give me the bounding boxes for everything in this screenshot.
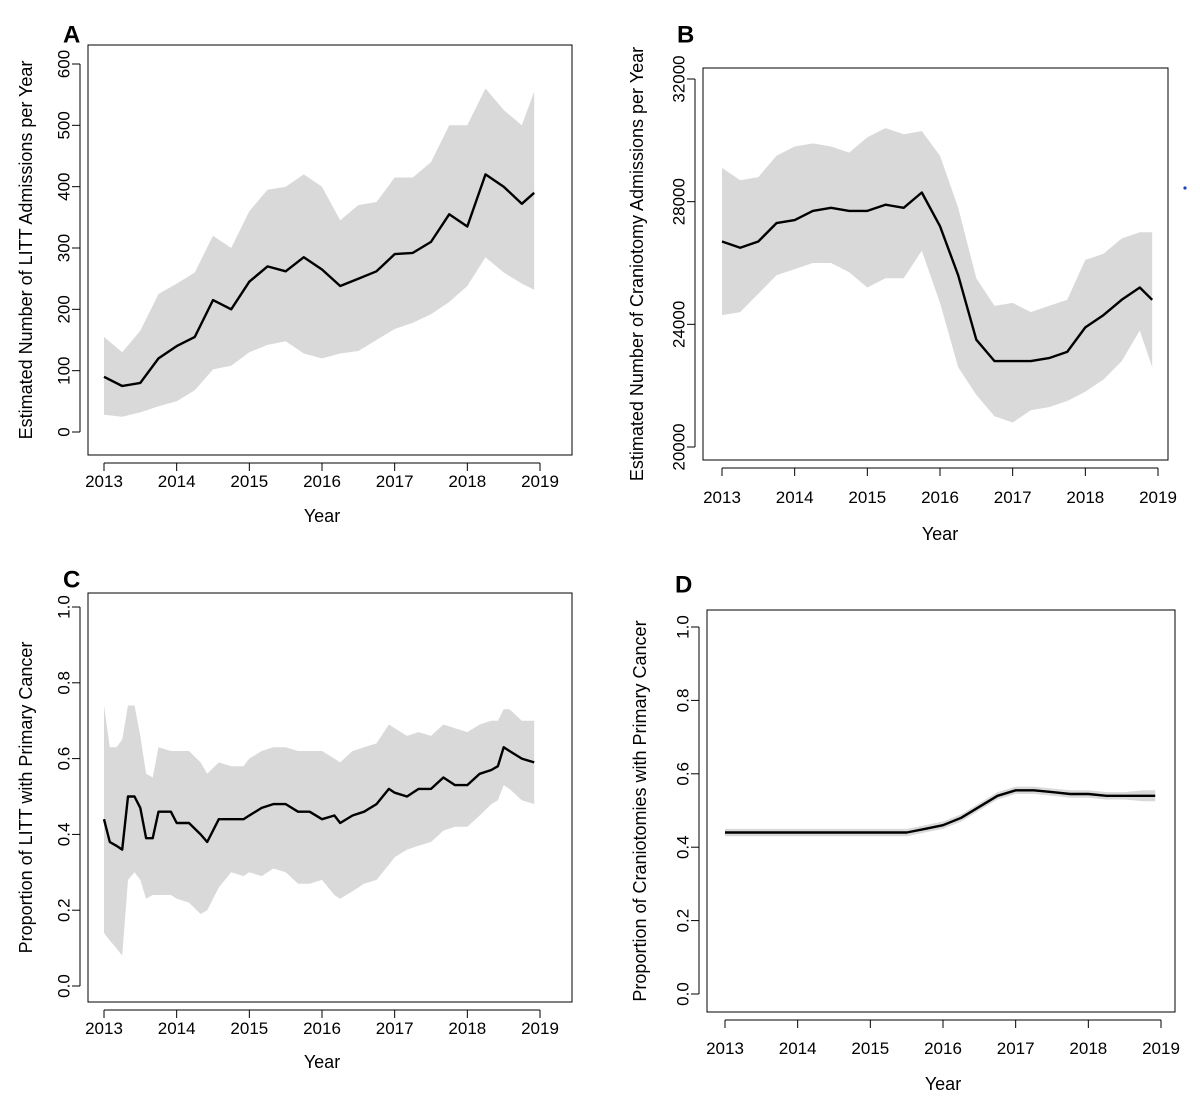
estimate-line-d (725, 789, 1156, 834)
y-tick-label: 1.0 (674, 615, 693, 639)
x-tick-label: 2014 (779, 1039, 817, 1058)
y-tick-label: 0.6 (55, 747, 74, 771)
x-tick-label: 2019 (521, 472, 559, 491)
y-tick-label: 400 (55, 172, 74, 200)
x-tick-label: 2014 (158, 1019, 196, 1038)
x-tick-label: 2017 (376, 472, 414, 491)
y-tick-label: 0.8 (55, 671, 74, 695)
plot-frame-c (87, 592, 573, 1003)
y-tick-label: 0.2 (55, 898, 74, 922)
y-tick-label: 32000 (670, 55, 689, 102)
stray-dot (1183, 186, 1187, 190)
panel-letter-c: C (63, 567, 80, 594)
x-axis-title-a: Year (304, 506, 340, 526)
y-tick-label: 0.6 (674, 762, 693, 786)
y-tick-label: 100 (55, 356, 74, 384)
x-tick-label: 2017 (997, 1039, 1035, 1058)
x-tick-label: 2013 (85, 1019, 123, 1038)
y-tick-label: 200 (55, 295, 74, 323)
x-tick-label: 2018 (1066, 488, 1104, 507)
x-axis-title-c: Year (304, 1052, 340, 1072)
x-tick-label: 2019 (521, 1019, 559, 1038)
x-tick-label: 2013 (85, 472, 123, 491)
panel-letter-b: B (677, 22, 694, 49)
x-tick-label: 2018 (1069, 1039, 1107, 1058)
plot-frame-b (702, 67, 1169, 461)
y-tick-label: 0.4 (55, 823, 74, 847)
ci-band-b (722, 128, 1153, 423)
x-tick-label: 2016 (924, 1039, 962, 1058)
x-axis-title-d: Year (925, 1074, 961, 1094)
x-tick-label: 2019 (1142, 1039, 1180, 1058)
x-tick-label: 2015 (230, 1019, 268, 1038)
x-tick-label: 2014 (158, 472, 196, 491)
y-axis-title-a: Estimated Number of LITT Admissions per … (16, 61, 36, 440)
y-tick-label: 0.8 (674, 689, 693, 713)
y-tick-label: 0.2 (674, 909, 693, 933)
plot-frame-d (706, 609, 1176, 1013)
x-tick-label: 2013 (703, 488, 741, 507)
x-tick-label: 2016 (303, 1019, 341, 1038)
estimate-line-a (103, 173, 535, 388)
ci-band-c (104, 705, 535, 956)
x-tick-label: 2018 (448, 1019, 486, 1038)
y-tick-label: 28000 (670, 178, 689, 225)
x-tick-label: 2015 (851, 1039, 889, 1058)
y-tick-label: 24000 (670, 301, 689, 348)
y-tick-label: 300 (55, 234, 74, 262)
x-tick-label: 2015 (230, 472, 268, 491)
y-tick-label: 0.0 (674, 982, 693, 1006)
x-tick-label: 2017 (994, 488, 1032, 507)
x-tick-label: 2015 (848, 488, 886, 507)
y-tick-label: 600 (55, 50, 74, 78)
ci-band-a (104, 88, 535, 417)
y-tick-label: 500 (55, 111, 74, 139)
y-axis-title-d: Proportion of Craniotomies with Primary … (630, 620, 650, 1001)
x-tick-label: 2016 (303, 472, 341, 491)
plot-frame-a (87, 44, 573, 456)
x-tick-label: 2017 (376, 1019, 414, 1038)
y-tick-label: 1.0 (55, 595, 74, 619)
x-tick-label: 2014 (776, 488, 814, 507)
x-tick-label: 2013 (706, 1039, 744, 1058)
estimate-line-b (721, 191, 1154, 363)
panel-letter-a: A (63, 22, 80, 49)
panel-letter-d: D (675, 572, 692, 599)
x-tick-label: 2016 (921, 488, 959, 507)
estimate-line-c (102, 746, 535, 851)
y-tick-label: 0 (55, 427, 74, 436)
y-tick-label: 0.0 (55, 974, 74, 998)
y-axis-title-c: Proportion of LITT with Primary Cancer (16, 642, 36, 954)
y-axis-title-b: Estimated Number of Craniotomy Admission… (627, 47, 647, 481)
x-axis-title-b: Year (922, 524, 958, 544)
x-tick-label: 2019 (1139, 488, 1177, 507)
y-tick-label: 20000 (670, 423, 689, 470)
y-tick-label: 0.4 (674, 835, 693, 859)
x-tick-label: 2018 (448, 472, 486, 491)
